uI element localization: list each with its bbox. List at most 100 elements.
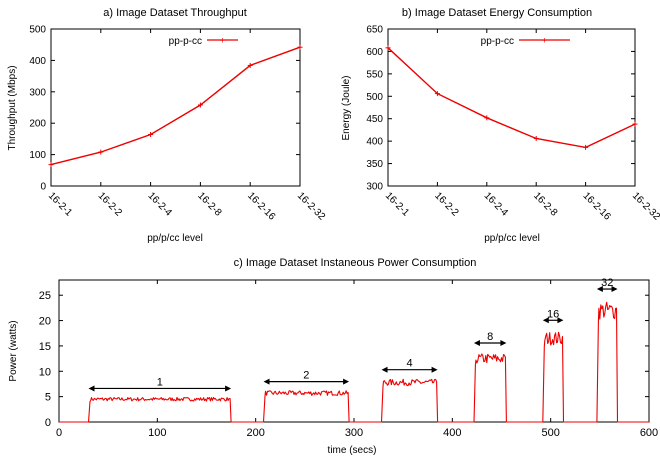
- power-y-axis-label: Power (watts): [8, 320, 19, 381]
- power-x-axis-label: time (secs): [328, 445, 377, 456]
- y-tick-label: 0: [45, 417, 51, 429]
- power-plot-frame: [58, 279, 650, 423]
- segment-annotation: 1: [88, 376, 232, 392]
- y-tick-label: 500: [366, 92, 383, 103]
- y-tick-label: 10: [39, 366, 51, 378]
- x-tick-label: 100: [148, 427, 166, 439]
- x-tick-label: 16-2-8: [195, 190, 224, 219]
- y-tick-label: 100: [29, 150, 46, 161]
- data-point: [197, 102, 203, 108]
- y-tick-label: 600: [366, 47, 383, 58]
- data-point: [247, 62, 253, 68]
- segment-label: 4: [406, 358, 412, 370]
- arrow-head: [263, 378, 270, 385]
- x-tick-label: 16-2-1: [383, 190, 412, 219]
- energy-x-axis-label: pp/p/cc level: [484, 233, 540, 244]
- segment-label: 2: [303, 370, 309, 382]
- segment-label: 16: [547, 308, 559, 320]
- y-tick-label: 300: [366, 182, 383, 193]
- data-point: [484, 115, 490, 121]
- data-point: [632, 121, 638, 127]
- segment-annotation: 32: [596, 277, 618, 293]
- x-tick-label: 0: [56, 427, 62, 439]
- x-tick-label: 300: [345, 427, 363, 439]
- x-tick-label: 400: [443, 427, 461, 439]
- series-line: [50, 46, 301, 166]
- energy-plot-frame: [387, 28, 636, 187]
- x-tick-label: 16-2-1: [46, 190, 75, 219]
- arrow-head: [88, 385, 95, 392]
- throughput-x-axis-label: pp/p/cc level: [147, 233, 203, 244]
- energy-legend-marker: +: [542, 36, 547, 46]
- x-tick-label: 16-2-2: [96, 190, 125, 219]
- y-tick-label: 0: [40, 182, 46, 193]
- power-chart: c) Image Dataset Instaneous Power Consum…: [8, 257, 658, 456]
- arrow-head: [343, 378, 350, 385]
- segment-label: 32: [601, 277, 613, 289]
- power-chart-title: c) Image Dataset Instaneous Power Consum…: [234, 257, 477, 269]
- throughput-y-axis-label: Throughput (Mbps): [7, 65, 18, 150]
- x-tick-label: 16-2-8: [531, 190, 560, 219]
- segment-annotation: 4: [381, 358, 438, 373]
- throughput-legend: pp-p-cc +: [169, 36, 238, 47]
- arrow-head: [542, 317, 549, 324]
- x-tick-label: 16-2-16: [245, 190, 277, 222]
- x-tick-label: 16-2-32: [630, 190, 660, 222]
- segment-label: 1: [157, 376, 163, 388]
- throughput-chart: a) Image Dataset Throughput 0 100 200 300 40…: [7, 7, 327, 244]
- data-point: [583, 144, 589, 150]
- arrow-head: [473, 340, 480, 346]
- data-point: [533, 135, 539, 141]
- y-tick-label: 500: [29, 25, 46, 36]
- segment-annotation: 2: [263, 370, 350, 385]
- y-tick-label: 300: [29, 87, 46, 98]
- y-tick-label: 350: [366, 159, 383, 170]
- segment-annotation: 16: [542, 308, 564, 324]
- throughput-legend-label: pp-p-cc: [169, 36, 202, 47]
- series-line: [387, 47, 636, 149]
- arrow-head: [557, 317, 564, 324]
- x-tick-label: 600: [640, 427, 658, 439]
- y-tick-label: 15: [39, 341, 51, 353]
- energy-legend: pp-p-cc +: [481, 36, 570, 47]
- data-point: [297, 44, 303, 50]
- throughput-legend-marker: +: [220, 36, 225, 46]
- x-tick-label: 16-2-4: [145, 190, 174, 219]
- x-tick-label: 16-2-16: [580, 190, 612, 222]
- y-tick-label: 25: [39, 290, 51, 302]
- arrow-head: [611, 286, 618, 293]
- data-point: [385, 45, 391, 51]
- x-tick-label: 16-2-32: [295, 190, 327, 222]
- x-tick-label: 16-2-2: [432, 190, 461, 219]
- y-tick-label: 450: [366, 114, 383, 125]
- y-tick-label: 400: [366, 137, 383, 148]
- arrow-head: [381, 366, 388, 373]
- y-tick-label: 400: [29, 56, 46, 67]
- data-point: [98, 149, 104, 155]
- energy-legend-label: pp-p-cc: [481, 36, 514, 47]
- y-tick-label: 650: [366, 25, 383, 36]
- arrow-head: [225, 385, 232, 392]
- arrow-head: [431, 366, 438, 373]
- energy-y-axis-label: Energy (Joule): [341, 75, 352, 140]
- x-tick-label: 500: [541, 427, 559, 439]
- power-trace: [59, 301, 649, 423]
- data-point: [434, 91, 440, 97]
- y-tick-label: 20: [39, 316, 51, 328]
- y-tick-label: 550: [366, 69, 383, 80]
- data-point: [48, 162, 54, 168]
- energy-chart: b) Image Dataset Energy Consumption 300 3…: [341, 7, 660, 244]
- segment-annotation: 8: [473, 331, 507, 346]
- segment-label: 8: [487, 331, 493, 343]
- x-tick-label: 16-2-4: [482, 190, 511, 219]
- x-tick-label: 200: [246, 427, 264, 439]
- energy-chart-title: b) Image Dataset Energy Consumption: [402, 7, 592, 19]
- y-tick-label: 5: [45, 392, 51, 404]
- throughput-chart-title: a) Image Dataset Throughput: [103, 7, 247, 19]
- throughput-plot-frame: [50, 28, 301, 187]
- arrow-head: [596, 286, 603, 293]
- arrow-head: [500, 340, 507, 346]
- data-point: [148, 132, 154, 138]
- y-tick-label: 200: [29, 119, 46, 130]
